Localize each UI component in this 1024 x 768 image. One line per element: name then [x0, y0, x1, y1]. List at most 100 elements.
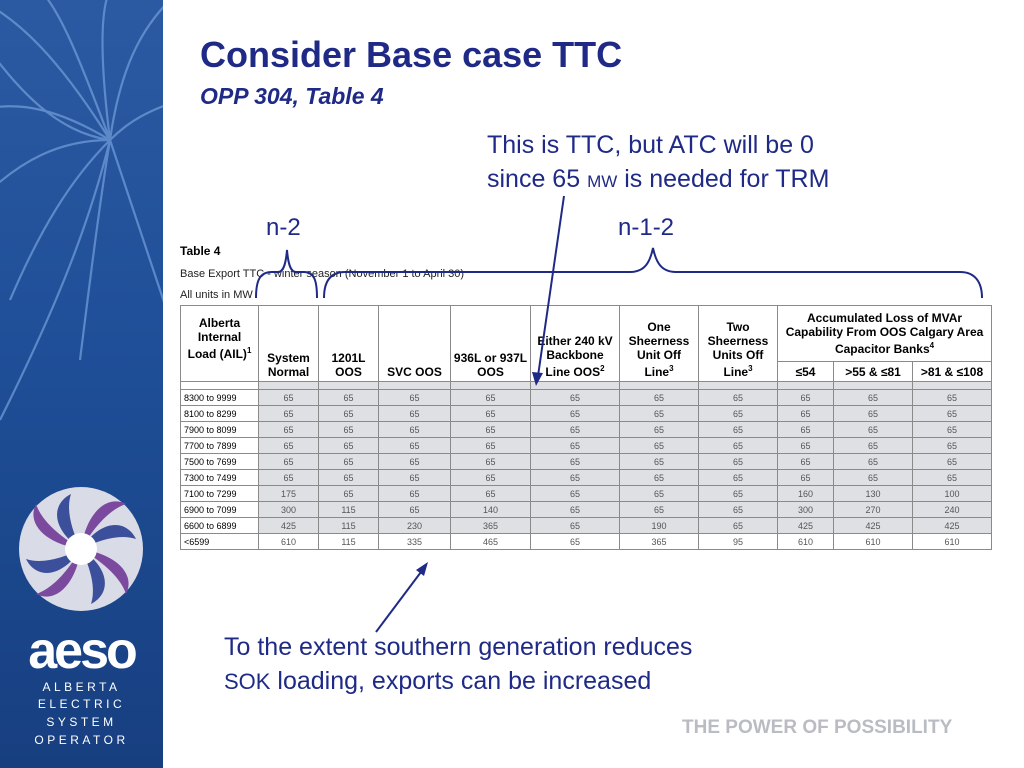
table-cell: 65: [777, 405, 834, 422]
table-cell: 65: [777, 421, 834, 438]
table-cell: 230: [378, 517, 451, 534]
table-cell: 65: [777, 453, 834, 470]
table-cell: 65: [698, 485, 778, 502]
table-cell: 65: [318, 405, 379, 422]
row-label: 7100 to 7299: [180, 485, 259, 502]
sok-arrow-line: [375, 567, 425, 633]
row-label: 6600 to 6899: [180, 517, 259, 534]
header-two-sheerness: Two Sheerness Units Off Line3: [698, 305, 778, 382]
ttc-callout-text-a: since 65: [487, 165, 588, 193]
table-cell: 65: [619, 453, 699, 470]
header-backbone-oos: Either 240 kV Backbone Line OOS2: [530, 305, 620, 382]
table-row: 6900 to 7099 300 115 65 140 65 65 65 300 270 240: [180, 501, 993, 518]
logo-line-1: ALBERTA: [42, 680, 121, 694]
table-cell: 65: [911, 469, 993, 486]
row-label: 7700 to 7899: [180, 437, 259, 454]
table-cell: 65: [698, 421, 778, 438]
header-svc-oos: SVC OOS: [378, 305, 451, 382]
table-cell: 95: [698, 533, 778, 550]
table-cell: 300: [777, 501, 834, 518]
table-description: Base Export TTC - winter season (Novembe…: [180, 268, 465, 280]
table-cell: 425: [911, 517, 993, 534]
logo-line-4: OPERATOR: [34, 733, 129, 747]
row-label: 7300 to 7499: [180, 469, 259, 486]
table-cell: 65: [258, 421, 319, 438]
table-cell: 160: [777, 485, 834, 502]
ttc-callout: This is TTC, but ATC will be 0 since 65 …: [487, 128, 829, 199]
table-cell: 65: [258, 469, 319, 486]
table-cell: 65: [378, 453, 451, 470]
table-cell: 130: [833, 485, 913, 502]
slide-title: Consider Base case TTC: [200, 34, 623, 75]
table-cell: 65: [911, 405, 993, 422]
table-cell: 65: [698, 453, 778, 470]
n12-label: n-1-2: [618, 214, 675, 241]
table-cell: 65: [450, 405, 531, 422]
header-system-normal: System Normal: [258, 305, 319, 382]
table-cell: 65: [530, 437, 620, 454]
table-cell: 610: [777, 533, 834, 550]
row-label: 6900 to 7099: [180, 501, 259, 518]
table-cell: 65: [450, 421, 531, 438]
table-cell: 65: [378, 389, 451, 406]
table-cell: 65: [258, 389, 319, 406]
header-1201l-oos: 1201L OOS: [318, 305, 379, 382]
table-cell: 65: [530, 517, 620, 534]
table-cell: 175: [258, 485, 319, 502]
table-cell: 65: [698, 501, 778, 518]
table-cell: 65: [378, 469, 451, 486]
table-cell: 65: [698, 437, 778, 454]
table-cell: 65: [318, 453, 379, 470]
table-cell: 65: [619, 389, 699, 406]
tagline: THE POWER OF POSSIBILITY: [682, 717, 953, 738]
table-row: 7500 to 7699 65 65 65 65 65 65 65 65 65 65: [180, 453, 993, 470]
table-cell: 465: [450, 533, 531, 550]
table-cell: 65: [318, 421, 379, 438]
slide-subtitle: OPP 304, Table 4: [200, 83, 384, 109]
table-cell: 65: [530, 405, 620, 422]
table-cell: 65: [619, 421, 699, 438]
table-cell: 65: [450, 389, 531, 406]
table-cell: 65: [318, 437, 379, 454]
table-cell: 115: [318, 533, 379, 550]
table-cell: 425: [833, 517, 913, 534]
table-cell: 65: [619, 469, 699, 486]
table-cell: 65: [530, 421, 620, 438]
table-row: <6599 610 115 335 465 65 365 95 610 610 610: [180, 533, 993, 550]
row-label: 7500 to 7699: [180, 453, 259, 470]
table-cell: 300: [258, 501, 319, 518]
table-cell: 140: [450, 501, 531, 518]
table-cell: 100: [911, 485, 993, 502]
table-cell: 65: [698, 469, 778, 486]
table-caption: Table 4: [180, 244, 221, 258]
table-cell: 65: [530, 533, 620, 550]
table-cell: 65: [378, 501, 451, 518]
table-cell: 65: [698, 389, 778, 406]
table-cell: 65: [911, 453, 993, 470]
sidebar-panel: aeso ALBERTA ELECTRIC SYSTEM OPERATOR: [0, 0, 163, 768]
table-cell: 65: [619, 501, 699, 518]
table-cell: 65: [698, 405, 778, 422]
table-cell: 610: [911, 533, 993, 550]
table-cell: 335: [378, 533, 451, 550]
table-cell: 65: [318, 389, 379, 406]
table-cell: 115: [318, 501, 379, 518]
table-cell: 65: [378, 405, 451, 422]
header-ail: Alberta Internal Load (AIL)1: [180, 305, 259, 382]
table-cell: 270: [833, 501, 913, 518]
table-row: 6600 to 6899 425 115 230 365 65 190 65 425 425 425: [180, 517, 993, 534]
table-row: 7100 to 7299 175 65 65 65 65 65 65 160 130 100: [180, 485, 993, 502]
ttc-callout-text-b: is needed for TRM: [617, 165, 830, 193]
table-cell: 65: [833, 469, 913, 486]
table-cell: 65: [450, 485, 531, 502]
header-936l-937l-oos: 936L or 937L OOS: [450, 305, 531, 382]
table-cell: 65: [378, 421, 451, 438]
table-cell: 610: [833, 533, 913, 550]
table-cell: 65: [530, 453, 620, 470]
table-cell: 65: [318, 469, 379, 486]
table-cell: 65: [911, 437, 993, 454]
table-cell: 65: [450, 469, 531, 486]
table-cell: 65: [450, 437, 531, 454]
table-cell: 65: [833, 453, 913, 470]
table-cell: 65: [777, 469, 834, 486]
